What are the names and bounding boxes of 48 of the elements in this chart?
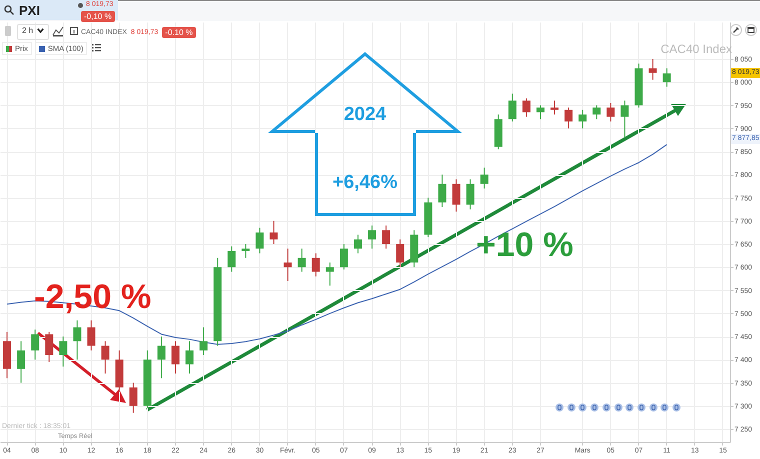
annotation: 2 h bbox=[22, 26, 34, 35]
candlestick bbox=[45, 331, 54, 362]
candlestick bbox=[354, 234, 362, 254]
candlestick bbox=[382, 225, 390, 250]
candlestick bbox=[242, 244, 250, 258]
candlestick bbox=[564, 107, 573, 129]
candlestick bbox=[662, 68, 671, 88]
candlestick bbox=[452, 178, 460, 212]
candlestick bbox=[536, 104, 544, 120]
candlestick bbox=[298, 248, 306, 272]
candlestick bbox=[87, 320, 96, 351]
annotation: +10 % bbox=[476, 226, 574, 265]
candlestick bbox=[200, 326, 208, 356]
candlestick bbox=[368, 225, 376, 250]
candlestick bbox=[620, 100, 629, 138]
candlestick bbox=[438, 174, 446, 208]
candlestick bbox=[480, 167, 488, 190]
candlestick bbox=[157, 336, 166, 379]
candlestick bbox=[171, 340, 180, 374]
candlestick bbox=[396, 238, 404, 268]
candlestick bbox=[466, 178, 474, 210]
candlestick bbox=[186, 340, 194, 374]
chart-title: PXI bbox=[19, 3, 40, 18]
candlestick bbox=[522, 98, 530, 118]
candlestick bbox=[508, 93, 516, 122]
candlestick bbox=[31, 329, 40, 360]
candlestick bbox=[73, 320, 82, 360]
candlestick bbox=[17, 340, 26, 384]
candlestick bbox=[129, 382, 138, 414]
annotation: -0.10 % bbox=[162, 26, 196, 38]
candlestick bbox=[606, 102, 615, 122]
candlestick bbox=[228, 246, 236, 272]
text: -0,10 % bbox=[81, 11, 115, 22]
candlestick bbox=[101, 340, 110, 374]
annotation: CAC40 Index bbox=[660, 42, 732, 56]
candlestick bbox=[578, 109, 587, 129]
candlestick bbox=[648, 58, 657, 80]
candlestick bbox=[256, 227, 264, 254]
candlestick bbox=[312, 252, 320, 277]
candlestick bbox=[270, 220, 278, 245]
candlestick bbox=[59, 336, 68, 368]
annotation: 2024 bbox=[342, 104, 388, 126]
candlestick bbox=[550, 100, 559, 116]
candlestick bbox=[326, 262, 334, 286]
candlestick bbox=[340, 244, 348, 270]
candlestick bbox=[284, 248, 292, 282]
annotation: +6,46% bbox=[332, 172, 398, 194]
candlestick bbox=[592, 104, 601, 120]
